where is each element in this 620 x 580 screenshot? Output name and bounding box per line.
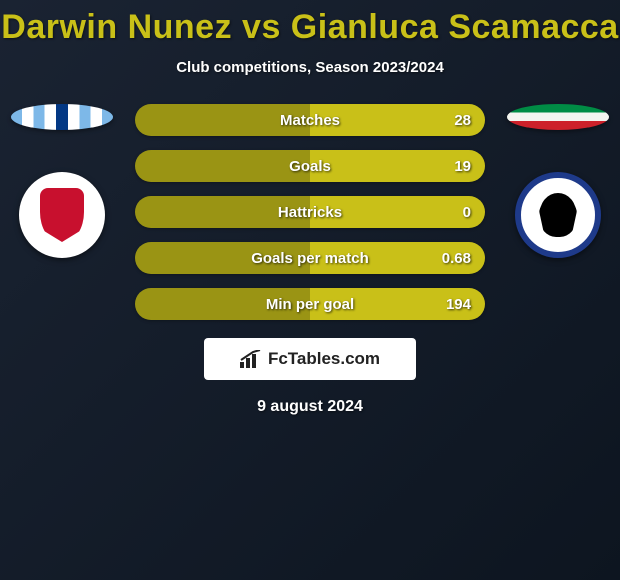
italy-flag-icon: [507, 104, 609, 130]
stat-label: Min per goal: [266, 296, 354, 313]
main-row: Matches 28 Goals 19 Hattricks 0 Goals per matc…: [0, 104, 620, 320]
stat-bar-left-fill: [135, 150, 310, 182]
stat-label: Goals per match: [251, 250, 369, 267]
liverpool-crest-icon: [19, 172, 105, 258]
stat-value: 0.68: [442, 250, 471, 267]
comparison-card: Darwin Nunez vs Gianluca Scamacca Club c…: [0, 0, 620, 416]
player-right-column: [503, 104, 613, 258]
stats-column: Matches 28 Goals 19 Hattricks 0 Goals per matc…: [135, 104, 485, 320]
branding-badge: FcTables.com: [204, 338, 416, 380]
page-title: Darwin Nunez vs Gianluca Scamacca: [0, 8, 620, 47]
stat-bar: Min per goal 194: [135, 288, 485, 320]
stat-value: 0: [463, 204, 471, 221]
stat-bar: Goals per match 0.68: [135, 242, 485, 274]
stat-label: Hattricks: [278, 204, 342, 221]
stat-label: Matches: [280, 112, 340, 129]
stat-bar: Hattricks 0: [135, 196, 485, 228]
stat-bar: Matches 28: [135, 104, 485, 136]
atalanta-crest-icon: [515, 172, 601, 258]
date-label: 9 august 2024: [0, 398, 620, 416]
stat-label: Goals: [289, 158, 331, 175]
page-subtitle: Club competitions, Season 2023/2024: [0, 59, 620, 76]
stat-value: 19: [454, 158, 471, 175]
uruguay-flag-icon: [11, 104, 113, 130]
branding-text: FcTables.com: [268, 349, 380, 369]
stat-bar: Goals 19: [135, 150, 485, 182]
stat-value: 28: [454, 112, 471, 129]
player-left-column: [7, 104, 117, 258]
stat-value: 194: [446, 296, 471, 313]
chart-icon: [240, 350, 262, 368]
